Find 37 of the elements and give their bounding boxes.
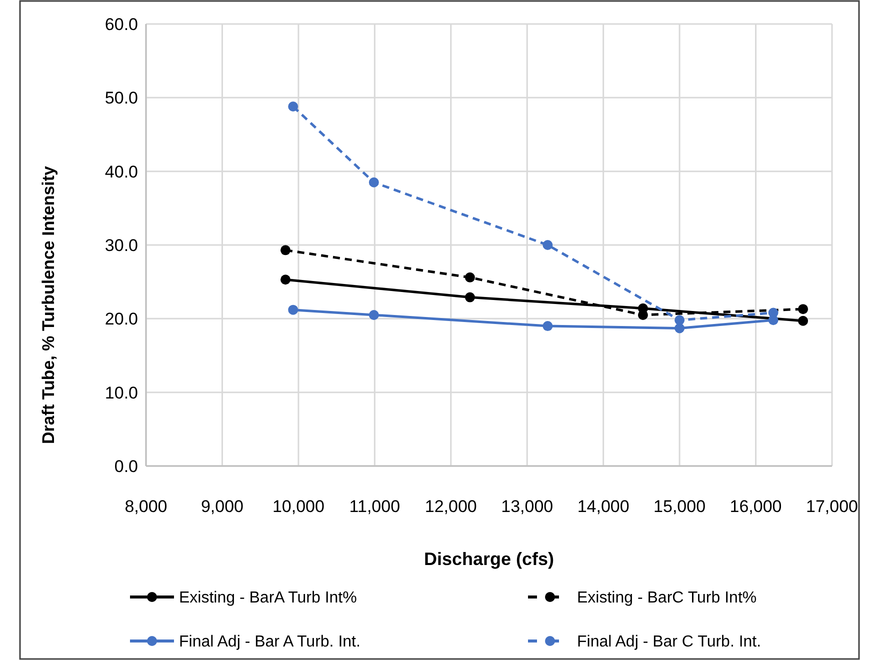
point [280, 274, 290, 285]
y-tick-label: 10.0 [104, 383, 138, 402]
legend-label: Existing - BarA Turb Int% [179, 590, 357, 607]
x-tick-label: 8,000 [124, 497, 168, 516]
x-tick-label: 13,000 [501, 497, 554, 516]
point [542, 321, 553, 332]
x-tick-label: 9,000 [200, 497, 244, 516]
y-tick-label: 40.0 [104, 162, 138, 182]
point [288, 304, 298, 315]
y-tick-label: 30.0 [104, 236, 138, 255]
point [280, 245, 290, 256]
y-tick-label: 20.0 [104, 310, 138, 329]
point [542, 240, 553, 250]
y-axis-title: Draft Tube, % Turbulence Intensity [39, 165, 58, 444]
x-tick-label: 15,000 [654, 497, 706, 516]
point [368, 177, 379, 188]
point [464, 292, 475, 302]
legend-label: Existing - BarC Turb Int% [577, 590, 757, 607]
point [798, 316, 808, 326]
x-tick-label: 11,000 [349, 497, 400, 516]
point [368, 310, 379, 320]
x-tick-label: 14,000 [577, 497, 630, 516]
x-tick-label: 12,000 [424, 497, 477, 516]
x-axis-title: Discharge (cfs) [424, 549, 554, 569]
point [464, 272, 475, 282]
legend-label: Final Adj - Bar C Turb. Int. [577, 634, 762, 651]
y-tick-label: 0.0 [114, 456, 138, 476]
x-tick-label: 17,000 [806, 497, 858, 516]
x-tick-label: 16,000 [730, 497, 782, 516]
y-tick-label: 50.0 [104, 88, 138, 108]
point [798, 304, 808, 314]
legend-label: Final Adj - Bar A Turb. Int. [179, 634, 360, 651]
point [674, 315, 685, 326]
y-tick-label: 60.0 [104, 14, 138, 34]
point [288, 102, 298, 112]
x-tick-label: 10,000 [272, 497, 324, 516]
point [768, 308, 778, 318]
